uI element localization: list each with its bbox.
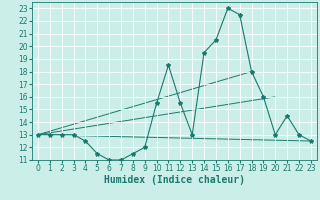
X-axis label: Humidex (Indice chaleur): Humidex (Indice chaleur)	[104, 175, 245, 185]
